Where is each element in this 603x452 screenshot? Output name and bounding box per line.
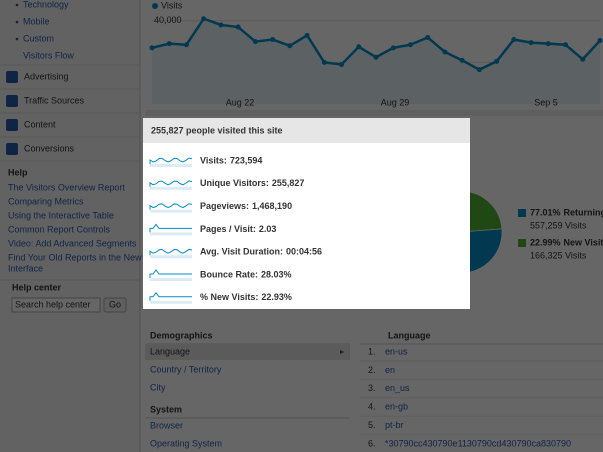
sparkline [149, 203, 193, 210]
metric-label: Visits: [200, 155, 227, 165]
metric-value: 2.03 [259, 224, 277, 234]
sparkline [149, 248, 193, 256]
summary-header [143, 118, 470, 143]
summary-box [143, 118, 470, 309]
metric-label: % New Visits: [200, 292, 258, 302]
sparkline [149, 223, 192, 233]
sparkline-base [150, 186, 192, 190]
sparkline-base [150, 278, 192, 281]
metric-value: 00:04:56 [286, 247, 322, 257]
metric-label: Unique Visitors: [200, 178, 269, 188]
metric-value: 22.93% [261, 292, 292, 302]
sparkline-base [150, 209, 192, 213]
metric-label: Pages / Visit: [200, 224, 256, 234]
metric-label: Avg. Visit Duration: [200, 247, 283, 257]
sparkline-base [150, 164, 192, 167]
metric-label: Bounce Rate: [200, 269, 258, 279]
metric-value: 28.03% [261, 269, 292, 279]
metric-label: Pageviews: [200, 201, 249, 211]
metric-value: 1,468,190 [252, 201, 292, 211]
sparkline [149, 269, 192, 278]
sparkline [149, 291, 192, 301]
summary-title: 255,827 people visited this site [151, 125, 283, 135]
sparkline-base [150, 255, 192, 259]
metric-value: 723,594 [230, 155, 263, 165]
sparkline-base [150, 232, 192, 236]
sparkline [149, 157, 193, 164]
metric-value: 255,827 [272, 178, 305, 188]
sparkline-base [150, 300, 192, 304]
sparkline [149, 180, 193, 187]
